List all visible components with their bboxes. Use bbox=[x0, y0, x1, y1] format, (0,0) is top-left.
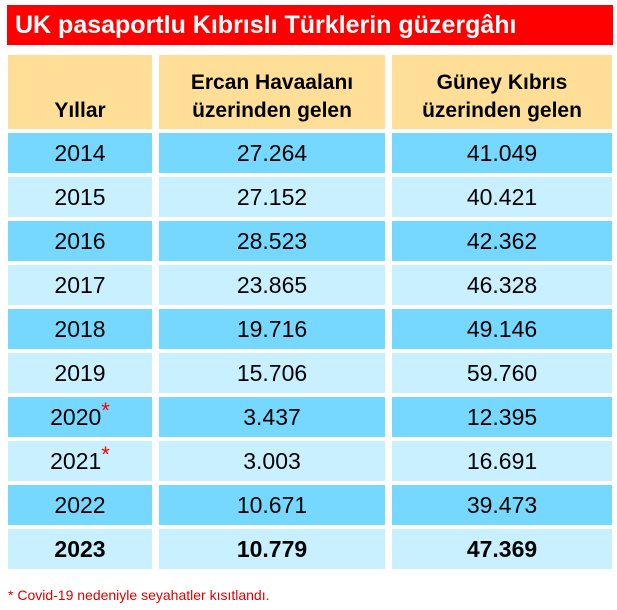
year: 2020 bbox=[50, 403, 102, 430]
year-cell: 2016 bbox=[8, 221, 152, 261]
year-cell: 2015 bbox=[8, 177, 152, 217]
ercan-cell: 3.437 bbox=[159, 397, 385, 437]
year: 2014 bbox=[54, 139, 106, 166]
year-cell: 2014 bbox=[8, 133, 152, 173]
year: 2016 bbox=[54, 227, 106, 254]
ercan-cell: 23.865 bbox=[159, 265, 385, 305]
header-text: üzerinden gelen bbox=[422, 99, 582, 122]
year: 2018 bbox=[54, 315, 106, 342]
ercan-cell: 19.716 bbox=[159, 309, 385, 349]
guney-cell: 47.369 bbox=[392, 529, 612, 569]
guney-cell: 42.362 bbox=[392, 221, 612, 261]
year: 2023 bbox=[54, 535, 106, 562]
ercan-cell: 3.003 bbox=[159, 441, 385, 481]
header-cell: Güney Kıbrıs üzerinden gelen bbox=[392, 55, 612, 129]
year-cell: 2019 bbox=[8, 353, 152, 393]
year-cell: 2021 * bbox=[8, 441, 152, 481]
header-cell: Ercan Havaalanı üzerinden gelen bbox=[159, 55, 385, 129]
year: 2022 bbox=[54, 491, 106, 518]
year-cell: 2022 bbox=[8, 485, 152, 525]
ercan-cell: 10.671 bbox=[159, 485, 385, 525]
guney-cell: 59.760 bbox=[392, 353, 612, 393]
year: 2017 bbox=[54, 271, 106, 298]
ercan-cell: 28.523 bbox=[159, 221, 385, 261]
year-cell: 2017 bbox=[8, 265, 152, 305]
header-text: üzerinden gelen bbox=[192, 99, 352, 122]
year-cell: 2023 bbox=[8, 529, 152, 569]
ercan-cell: 27.264 bbox=[159, 133, 385, 173]
table: Yıllar Ercan Havaalanı üzerinden gelen Güne… bbox=[8, 55, 612, 569]
year-cell: 2018 bbox=[8, 309, 152, 349]
guney-cell: 16.691 bbox=[392, 441, 612, 481]
footnote: * Covid-19 nedeniyle seyahatler kısıtlan… bbox=[8, 587, 270, 603]
ercan-cell: 15.706 bbox=[159, 353, 385, 393]
year-cell: 2020 * bbox=[8, 397, 152, 437]
year: 2021 bbox=[50, 447, 102, 474]
guney-cell: 39.473 bbox=[392, 485, 612, 525]
footnote-mark: * bbox=[101, 398, 110, 423]
guney-cell: 41.049 bbox=[392, 133, 612, 173]
header-text: Ercan Havaalanı bbox=[190, 71, 354, 94]
guney-cell: 46.328 bbox=[392, 265, 612, 305]
year: 2019 bbox=[54, 359, 106, 386]
ercan-cell: 27.152 bbox=[159, 177, 385, 217]
header-text: Güney Kıbrıs bbox=[436, 71, 568, 94]
year: 2015 bbox=[54, 183, 106, 210]
header-text: Yıllar bbox=[54, 99, 106, 122]
title: UK pasaportlu Kıbrıslı Türklerin güzergâ… bbox=[7, 5, 613, 45]
header-cell: Yıllar bbox=[8, 55, 152, 129]
guney-cell: 40.421 bbox=[392, 177, 612, 217]
guney-cell: 49.146 bbox=[392, 309, 612, 349]
ercan-cell: 10.779 bbox=[159, 529, 385, 569]
footnote-mark: * bbox=[101, 442, 110, 467]
guney-cell: 12.395 bbox=[392, 397, 612, 437]
